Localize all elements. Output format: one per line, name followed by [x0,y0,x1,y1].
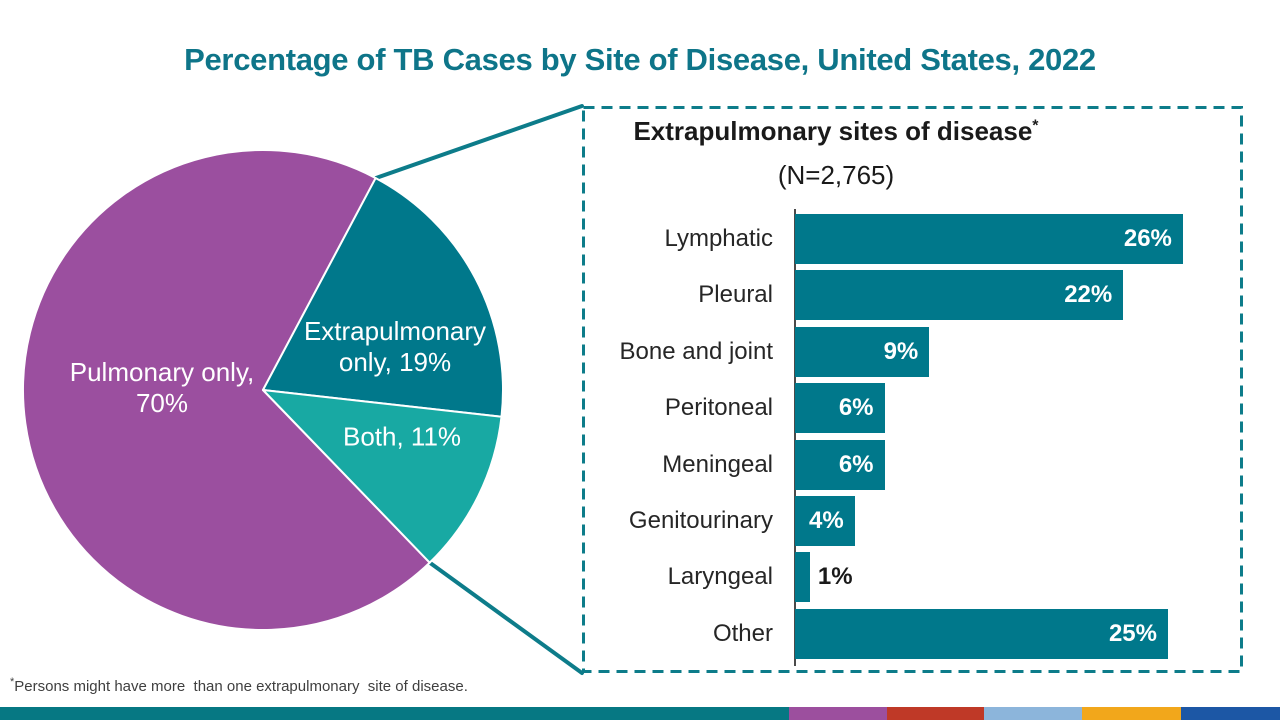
extrapulmonary-bar-chart-panel: Extrapulmonary sites of disease* (N=2,76… [582,106,1243,673]
bar-lymphatic: 26% [795,214,1183,264]
strip-segment-teal [0,707,789,720]
bar-row: Lymphatic 26% [582,214,1243,264]
value-label: 6% [838,450,874,478]
category-label: Lymphatic [664,225,774,252]
footnote: *Persons might have more than one extrap… [10,676,468,695]
value-label: 9% [883,337,919,365]
bar-chart-rows: Lymphatic 26% Pleural 22% Bone and joint 9% Pe… [582,214,1243,665]
pie-label-extrapulmonary-only: Extrapulmonary only, 19% [303,316,487,377]
bar-pleural: 22% [795,270,1124,321]
footnote-text: Persons might have more than one extrapu… [14,678,468,695]
pie-label-pulmonary-only: Pulmonary only, 70% [69,357,255,418]
bar-row: Peritoneal 6% [582,383,1243,434]
bar-row: Meningeal 6% [582,439,1243,490]
category-label: Peritoneal [664,394,773,422]
bar-row: Bone and joint 9% [582,326,1243,377]
bar-peritoneal: 6% [795,383,885,434]
value-label: 1% [817,563,853,591]
pie-slice-extrapulmonary-only [262,177,504,418]
pie-label-both: Both, 11% [342,421,462,452]
bar-row: Genitourinary 4% [582,495,1243,546]
bar-genitourinary: 4% [795,495,855,546]
strip-segment-light-blue [984,707,1082,720]
strip-segment-purple [789,707,887,720]
bar-chart-subtitle: (N=2,765) [777,160,895,190]
bar-other: 25% [795,608,1168,659]
pie-slice-both [262,389,503,564]
category-label: Meningeal [662,450,773,478]
category-label: Bone and joint [619,337,773,365]
bar-row: Other 25% [582,608,1243,659]
bar-row: Laryngeal 1% [582,552,1243,603]
bar-chart-title-asterisk: * [1032,117,1039,135]
y-axis-line [794,209,796,666]
category-label: Pleural [698,281,773,309]
bar-row: Pleural 22% [582,270,1243,321]
value-label: 22% [1064,281,1113,309]
footnote-asterisk: * [10,676,15,688]
callout-line-bottom [427,560,584,675]
strip-segment-red [887,707,984,720]
category-label: Other [712,619,773,647]
category-label: Laryngeal [667,563,773,591]
value-label: 26% [1123,225,1172,252]
bar-meningeal: 6% [795,439,885,490]
value-label: 6% [838,394,874,422]
bar-laryngeal [795,552,810,603]
value-label: 25% [1108,619,1157,647]
bottom-color-strip [0,707,1280,720]
strip-segment-dark-blue [1181,707,1280,720]
value-label: 4% [808,506,844,534]
bar-chart-title-text: Extrapulmonary sites of disease [633,116,1033,146]
bar-bone-and-joint: 9% [795,326,930,377]
strip-segment-orange [1082,707,1181,720]
callout-line-top [373,104,584,181]
bar-chart-title: Extrapulmonary sites of disease* [582,116,1090,147]
category-label: Genitourinary [628,506,773,534]
slide-title: Percentage of TB Cases by Site of Diseas… [184,42,1096,77]
